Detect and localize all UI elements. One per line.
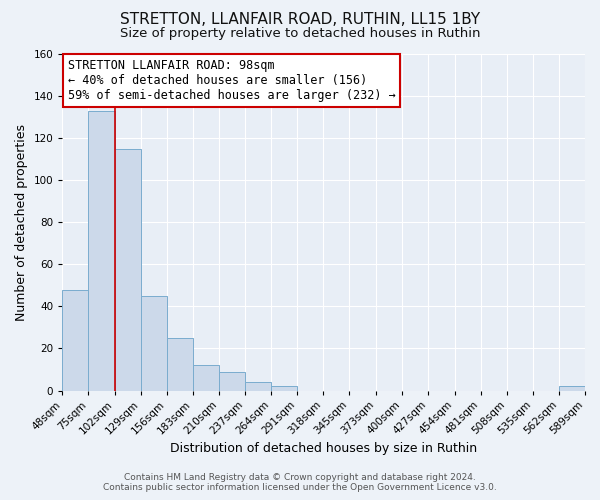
Bar <box>271 386 297 390</box>
Bar <box>193 366 219 390</box>
Text: Size of property relative to detached houses in Ruthin: Size of property relative to detached ho… <box>120 28 480 40</box>
Bar <box>219 372 245 390</box>
Bar <box>115 148 140 390</box>
Bar <box>88 111 115 390</box>
Bar <box>140 296 167 390</box>
Bar <box>167 338 193 390</box>
Text: STRETTON LLANFAIR ROAD: 98sqm
← 40% of detached houses are smaller (156)
59% of : STRETTON LLANFAIR ROAD: 98sqm ← 40% of d… <box>68 59 395 102</box>
Bar <box>559 386 585 390</box>
Text: STRETTON, LLANFAIR ROAD, RUTHIN, LL15 1BY: STRETTON, LLANFAIR ROAD, RUTHIN, LL15 1B… <box>120 12 480 28</box>
X-axis label: Distribution of detached houses by size in Ruthin: Distribution of detached houses by size … <box>170 442 477 455</box>
Bar <box>62 290 88 390</box>
Text: Contains HM Land Registry data © Crown copyright and database right 2024.
Contai: Contains HM Land Registry data © Crown c… <box>103 473 497 492</box>
Y-axis label: Number of detached properties: Number of detached properties <box>15 124 28 321</box>
Bar <box>245 382 271 390</box>
